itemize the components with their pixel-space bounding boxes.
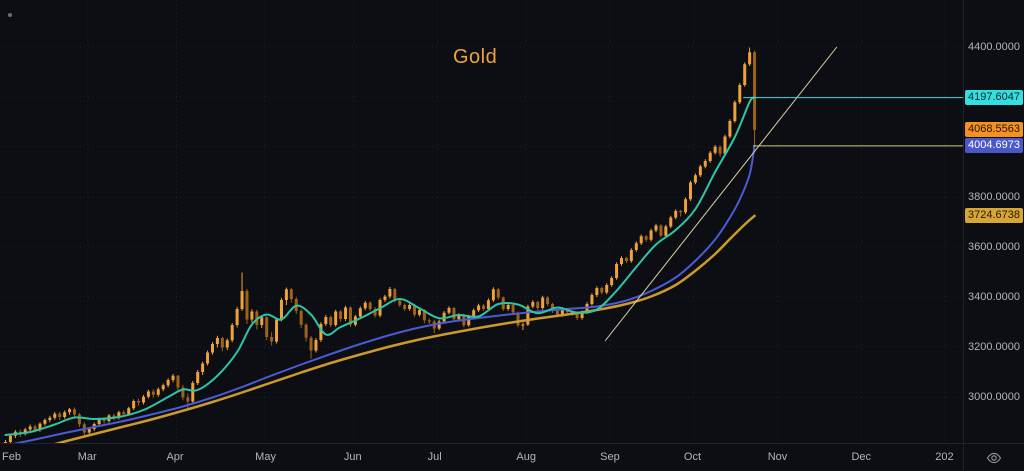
time-axis-label-Apr: Apr bbox=[166, 451, 184, 463]
time-axis[interactable]: Feb Mar Apr May Jun Jul Aug Sep Oct Nov Dec 202 bbox=[0, 443, 963, 471]
price-tick-label: 3800.0000 bbox=[968, 191, 1020, 203]
time-axis-label-Nov: Nov bbox=[767, 451, 788, 463]
grid-lines bbox=[0, 0, 963, 443]
time-axis-label-202: 202 bbox=[935, 451, 954, 463]
time-axis-label-Oct: Oct bbox=[683, 451, 702, 463]
time-axis-label-Feb: Feb bbox=[2, 451, 21, 463]
symbol-title: Gold bbox=[453, 46, 498, 68]
mid-ma-line bbox=[12, 144, 756, 443]
chart-canvas[interactable] bbox=[0, 0, 963, 443]
time-axis-label-May: May bbox=[255, 451, 276, 463]
drawings-layer[interactable] bbox=[604, 46, 963, 342]
moving-averages-layer bbox=[4, 96, 756, 443]
price-tag-3724.6738[interactable]: 3724.6738 bbox=[965, 208, 1023, 224]
time-axis-label-Dec: Dec bbox=[851, 451, 872, 463]
slow-ma-line bbox=[54, 214, 756, 443]
dot-icon bbox=[8, 13, 12, 17]
price-axis[interactable]: 4400.0000 3800.0000 3600.0000 3400.0000 3200… bbox=[963, 0, 1024, 443]
price-tag-4197.6047[interactable]: 4197.6047 bbox=[965, 90, 1023, 106]
price-tick-label: 4400.0000 bbox=[968, 41, 1020, 53]
time-axis-label-Jul: Jul bbox=[427, 451, 442, 463]
fast-ma-line bbox=[4, 96, 756, 436]
axis-corner-box bbox=[963, 443, 1024, 471]
time-axis-label-Jun: Jun bbox=[343, 451, 362, 463]
price-tick-label: 3600.0000 bbox=[968, 241, 1020, 253]
price-tick-label: 3400.0000 bbox=[968, 291, 1020, 303]
price-tag-4004.6973[interactable]: 4004.6973 bbox=[965, 138, 1023, 154]
price-tick-label: 3000.0000 bbox=[968, 391, 1020, 403]
time-axis-label-Mar: Mar bbox=[77, 451, 97, 463]
time-axis-label-Aug: Aug bbox=[516, 451, 536, 463]
trendline[interactable] bbox=[604, 46, 838, 342]
time-axis-label-Sep: Sep bbox=[600, 451, 620, 463]
candles-layer bbox=[4, 47, 757, 443]
price-tag-4068.5563[interactable]: 4068.5563 bbox=[965, 122, 1023, 138]
eye-icon[interactable] bbox=[986, 450, 1002, 466]
price-tick-label: 3200.0000 bbox=[968, 341, 1020, 353]
